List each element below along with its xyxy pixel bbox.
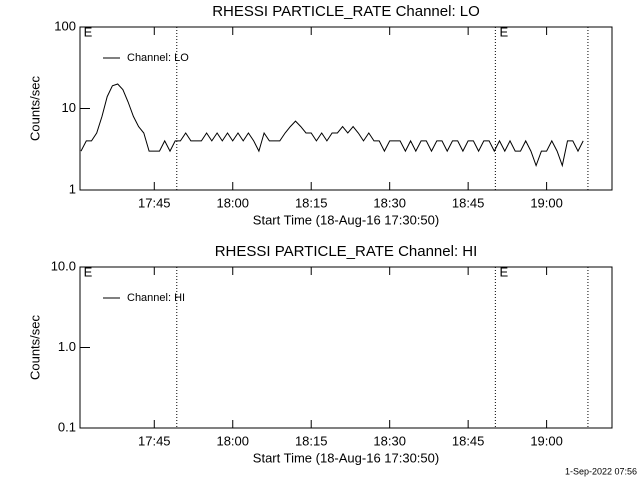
x-tick-label: 19:00 [530, 195, 563, 210]
y-tick-label: 1 [69, 181, 76, 196]
legend-label: Channel: HI [127, 292, 185, 304]
legend-label: Channel: LO [127, 52, 189, 64]
x-tick-label: 18:45 [452, 433, 485, 448]
y-tick-label: 10.0 [51, 258, 76, 273]
annotation: E [84, 264, 93, 279]
y-axis-label: Counts/sec [27, 314, 42, 380]
data-line [80, 83, 584, 168]
y-tick-label: 0.1 [58, 419, 76, 434]
y-tick-label: 10 [62, 100, 76, 115]
x-tick-label: 18:00 [216, 433, 249, 448]
x-tick-label: 18:15 [295, 195, 328, 210]
y-tick-label: 100 [54, 18, 76, 33]
x-axis-label: Start Time (18-Aug-16 17:30:50) [253, 212, 439, 227]
x-tick-label: 18:00 [216, 195, 249, 210]
annotation: E [500, 24, 509, 39]
x-tick-label: 18:30 [373, 433, 406, 448]
footer: 1-Sep-2022 07:56 [565, 466, 637, 476]
x-tick-label: 17:45 [138, 195, 171, 210]
x-tick-label: 19:00 [530, 433, 563, 448]
y-axis-label: Counts/sec [27, 75, 42, 141]
annotation: E [500, 264, 509, 279]
y-tick-label: 1.0 [58, 339, 76, 354]
x-tick-label: 18:30 [373, 195, 406, 210]
x-axis-label: Start Time (18-Aug-16 17:30:50) [253, 450, 439, 465]
x-tick-label: 18:15 [295, 433, 328, 448]
x-tick-label: 17:45 [138, 433, 171, 448]
chart-title: RHESSI PARTICLE_RATE Channel: HI [215, 243, 478, 260]
annotation: E [84, 24, 93, 39]
chart-title: RHESSI PARTICLE_RATE Channel: LO [212, 3, 480, 20]
x-tick-label: 18:45 [452, 195, 485, 210]
